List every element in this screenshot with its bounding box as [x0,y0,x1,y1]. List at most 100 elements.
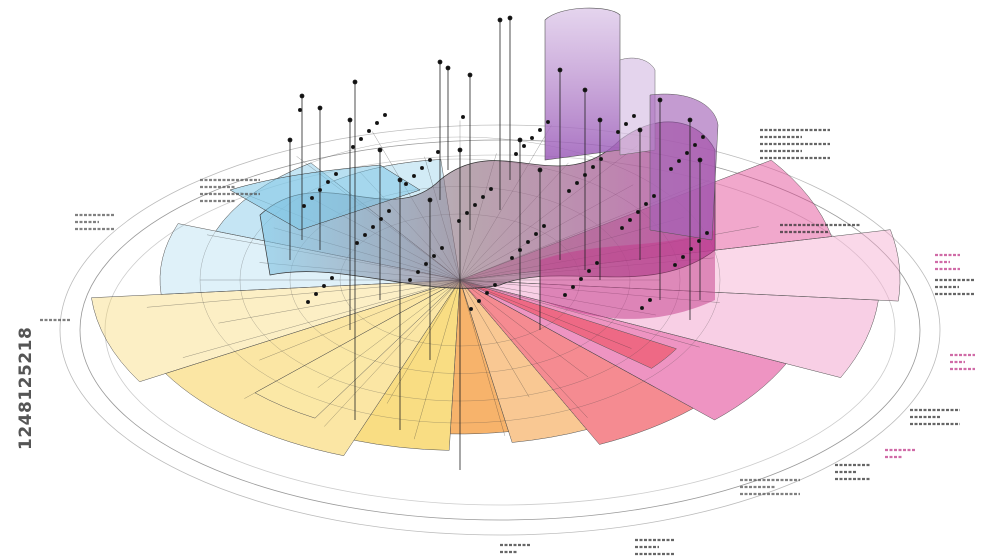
data-dot [620,225,625,230]
data-dot [579,276,584,281]
data-dot [652,193,657,198]
data-dot [575,180,580,185]
stem-dot [427,197,433,203]
data-stems [287,15,710,470]
data-dot [305,299,310,304]
sector-14 [459,279,677,369]
data-dot [644,201,649,206]
radial-line [317,279,461,388]
data-dot [669,166,674,171]
data-dot [407,277,412,282]
data-dot [542,223,547,228]
data-dot [677,158,682,163]
radial-line [459,279,700,348]
radial-line [146,279,461,308]
data-dot [571,284,576,289]
stem-dot [445,65,451,71]
radial-line [324,279,461,427]
radial-line [218,279,461,324]
stem-dot [397,177,403,183]
stem-dot [507,15,513,21]
data-dot [705,230,710,235]
data-dot [317,187,322,192]
radial-line [459,279,588,418]
data-dot [628,217,633,222]
data-dot [583,172,588,177]
data-dot [423,261,428,266]
data-dot [636,209,641,214]
data-dot [358,136,363,141]
data-dot [439,245,444,250]
stem-dot [377,147,383,153]
data-dot [403,181,408,186]
data-dot [591,164,596,169]
data-dot [468,306,473,311]
radial-line [459,279,655,388]
data-dot [415,269,420,274]
stem-dot [697,157,703,163]
data-dot [616,129,621,134]
data-dot [632,114,637,119]
data-dot [595,260,600,265]
data-dot [309,195,314,200]
data-dot [640,305,645,310]
stem-dot [497,17,503,23]
data-dot [648,297,653,302]
stock-id-label: 1248125218 [16,326,36,450]
data-dot [530,135,535,140]
data-dot [329,275,334,280]
data-dot [518,247,523,252]
data-dot [480,194,485,199]
stem-dot [352,79,358,85]
stem-dot [557,67,563,73]
radial-line [459,279,530,398]
data-dot [366,128,371,133]
data-dot [297,108,302,113]
data-dot [514,151,519,156]
data-dot [563,292,568,297]
data-dot [419,165,424,170]
data-dot [476,298,481,303]
data-dot [693,142,698,147]
data-dot [431,253,436,258]
stem-dot [457,147,463,153]
radial-line [459,279,589,378]
data-dot [350,144,355,149]
data-dot [484,290,489,295]
data-dot [681,254,686,259]
data-dot [538,127,543,132]
data-dot [354,240,359,245]
towers [544,7,719,241]
radial-line [459,279,506,436]
data-dot [301,203,306,208]
stem-dot [582,87,588,93]
data-dot [526,239,531,244]
data-dot [321,283,326,288]
data-dot [673,262,678,267]
radial-line [182,279,461,358]
data-dot [599,156,604,161]
sector-0 [91,279,461,383]
data-dot [567,188,572,193]
data-dot [509,255,514,260]
radial-line [259,279,461,361]
data-dot [701,134,706,139]
radial-line [386,279,461,404]
stem-dot [597,117,603,123]
data-dot [492,282,497,287]
data-dot [534,231,539,236]
data-dot [689,246,694,251]
stem-dot [299,93,305,99]
radial-line [459,279,632,349]
data-dot [460,115,465,120]
data-dot [382,113,387,118]
data-dot [456,218,461,223]
stem-dot [637,127,643,133]
radial-line [413,279,461,440]
stem-dot [517,137,523,143]
data-dot [464,210,469,215]
data-dot [362,232,367,237]
annotations [40,128,975,556]
radial-line [244,279,461,399]
